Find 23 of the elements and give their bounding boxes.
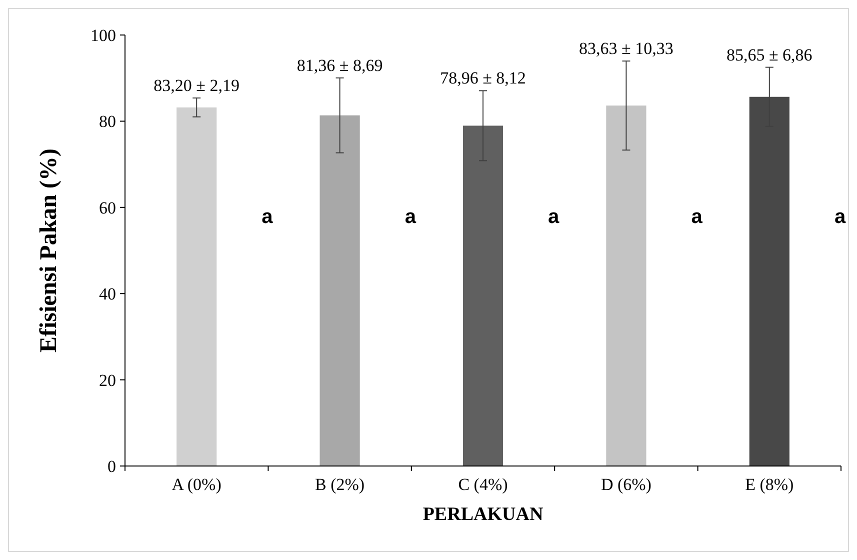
- y-tick-label: 60: [99, 198, 116, 218]
- data-label: 83,20 ± 2,19: [154, 76, 240, 95]
- annotation: a: [691, 206, 704, 228]
- annotation: a: [262, 206, 274, 228]
- data-label: 83,63 ± 10,33: [579, 39, 674, 58]
- y-tick-label: 40: [99, 284, 116, 304]
- data-label: 81,36 ± 8,69: [296, 56, 383, 75]
- x-tick-label: C (4%): [458, 475, 508, 494]
- y-tick-label: 20: [99, 370, 116, 390]
- x-tick-label: D (6%): [600, 475, 652, 494]
- y-axis-title: Efisiensi Pakan (%): [36, 148, 62, 353]
- y-tick-label: 0: [108, 456, 116, 476]
- annotation: a: [548, 206, 560, 228]
- y-tick-label: 80: [99, 112, 116, 132]
- annotation: a: [404, 206, 417, 228]
- x-tick-label: A (0%): [172, 475, 222, 494]
- data-label: 85,65 ± 6,86: [726, 45, 812, 64]
- data-label: 78,96 ± 8,12: [440, 68, 526, 88]
- x-axis-title: PERLAKUAN: [422, 504, 544, 525]
- annotation: a: [834, 206, 846, 228]
- x-tick-label: E (8%): [745, 475, 794, 494]
- x-tick-label: B (2%): [315, 475, 365, 494]
- y-tick-label: 100: [90, 26, 116, 45]
